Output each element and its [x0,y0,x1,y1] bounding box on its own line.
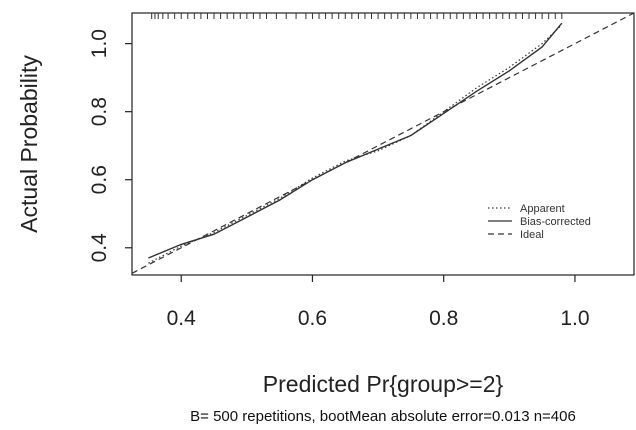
y-tick-label: 0.4 [88,233,111,263]
x-axis: 0.4 0.6 0.8 1.0 [167,275,590,330]
x-axis-title: Predicted Pr{group>=2} [263,371,504,397]
y-axis-title: Actual Probability [16,55,42,233]
y-tick-label: 1.0 [88,29,111,58]
series-line-apparent [148,24,563,264]
y-axis: 0.4 0.6 0.8 1.0 [88,29,132,262]
chart-subtitle: B= 500 repetitions, bootMean absolute er… [190,408,576,425]
rug-marks [151,13,563,19]
legend-label: Bias-corrected [520,216,591,228]
y-tick-label: 0.8 [88,97,111,126]
x-tick-label: 0.6 [298,307,327,330]
y-tick-label: 0.6 [88,165,111,194]
x-tick-label: 0.4 [167,307,197,330]
x-tick-label: 0.8 [429,307,458,330]
legend-label: Apparent [520,203,565,215]
plot-area-frame [131,12,635,276]
legend-label: Ideal [520,229,544,241]
x-tick-label: 1.0 [560,307,589,330]
series-line-bias-corrected [148,22,563,259]
series-lines [132,13,634,274]
series-line-ideal [132,13,634,274]
